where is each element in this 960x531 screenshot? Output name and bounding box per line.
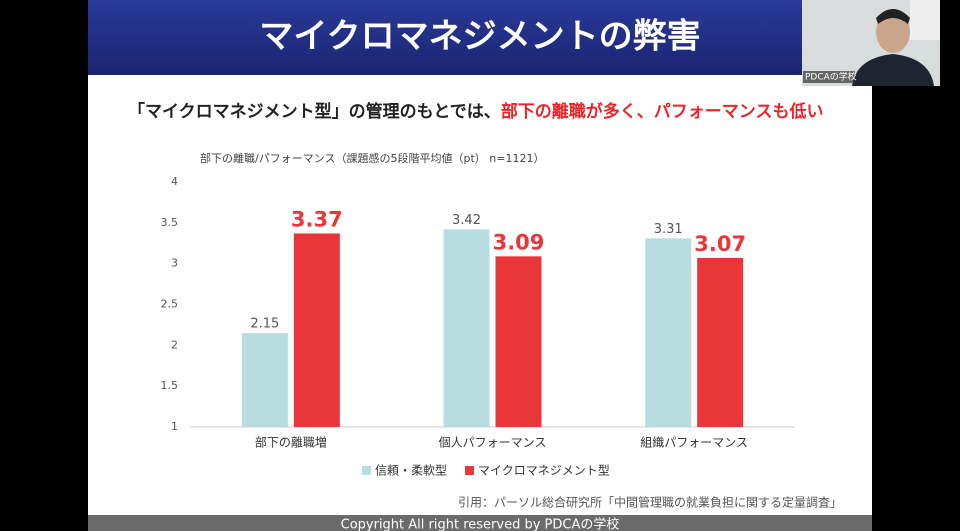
x-tick-label: 部下の離職増 bbox=[255, 435, 327, 450]
webcam-label-bg bbox=[803, 71, 855, 83]
value-label: 2.15 bbox=[250, 317, 279, 332]
y-tick-label: 2 bbox=[171, 338, 178, 351]
y-tick-label: 4 bbox=[171, 175, 178, 188]
webcam-label: PDCAの学校 bbox=[805, 71, 857, 83]
legend-label: 信頼・柔軟型 bbox=[375, 463, 447, 478]
slide-title: マイクロマネジメントの弊害 bbox=[259, 17, 700, 57]
value-label: 3.42 bbox=[452, 213, 481, 228]
webcam: PDCAの学校 bbox=[802, 0, 940, 86]
y-tick-label: 3.5 bbox=[161, 216, 179, 229]
citation: 引用：パーソル総合研究所「中間管理職の就業負担に関する定量調査」 bbox=[458, 495, 842, 510]
slide-subtitle: 「マイクロマネジメント型」の管理のもとでは、部下の離職が多く、パフォーマンスも低… bbox=[128, 101, 823, 122]
webcam-body bbox=[852, 54, 934, 86]
webcam-hair bbox=[876, 9, 910, 24]
x-tick-label: 組織パフォーマンス bbox=[640, 436, 748, 450]
y-tick-label: 2.5 bbox=[161, 298, 179, 311]
y-tick-label: 1 bbox=[171, 420, 178, 433]
webcam-background bbox=[910, 0, 940, 40]
y-tick-label: 1.5 bbox=[161, 379, 179, 392]
webcam-face bbox=[876, 11, 910, 53]
subtitle-highlight: 部下の離職が多く、パフォーマンスも低い bbox=[501, 101, 824, 122]
legend-swatch bbox=[465, 466, 475, 475]
footer-band bbox=[88, 515, 872, 531]
bar bbox=[645, 238, 692, 427]
subtitle-part: 「マイクロマネジメント型」の管理のもとでは、 bbox=[128, 101, 501, 122]
legend-label: マイクロマネジメント型 bbox=[478, 464, 610, 478]
value-label: 3.37 bbox=[291, 207, 343, 231]
bar bbox=[241, 333, 288, 427]
legend-swatch bbox=[362, 466, 371, 475]
header-band bbox=[88, 0, 872, 75]
value-label: 3.09 bbox=[493, 230, 545, 254]
bar bbox=[293, 233, 340, 427]
bar bbox=[495, 256, 542, 427]
x-tick-label: 個人パフォーマンス bbox=[439, 436, 547, 450]
bar bbox=[697, 257, 744, 427]
bar bbox=[443, 229, 490, 427]
value-label: 3.07 bbox=[694, 232, 746, 256]
value-label: 3.31 bbox=[654, 222, 683, 237]
chart-title: 部下の離職/パフォーマンス（課題感の5段階平均値（pt） n=1121） bbox=[200, 151, 544, 165]
footer: Copyright All right reserved by PDCAの学校 bbox=[341, 517, 620, 531]
y-tick-label: 3 bbox=[171, 257, 178, 270]
